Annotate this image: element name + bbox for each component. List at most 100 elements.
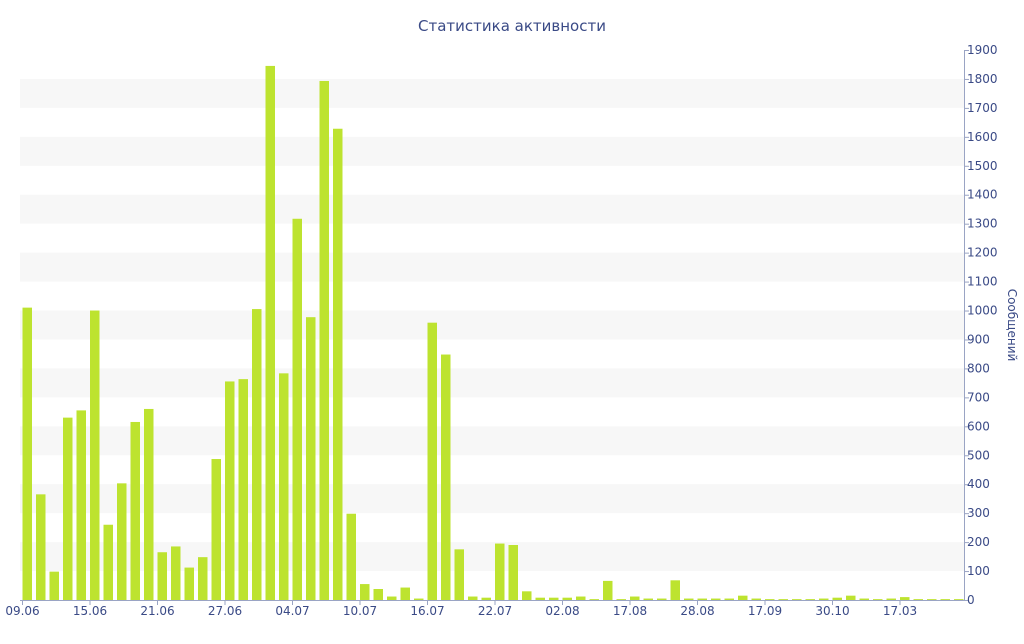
bar[interactable]	[778, 599, 789, 600]
bar[interactable]	[76, 410, 87, 600]
bars-group	[22, 65, 964, 601]
bar[interactable]	[616, 599, 627, 600]
bar[interactable]	[805, 599, 816, 600]
bar[interactable]	[292, 218, 303, 600]
bar[interactable]	[832, 597, 843, 600]
grid-band	[20, 484, 964, 514]
y-tick-label: 400	[967, 477, 990, 491]
bar[interactable]	[211, 459, 222, 600]
bar[interactable]	[427, 322, 438, 600]
bar[interactable]	[387, 596, 397, 600]
bar[interactable]	[913, 599, 924, 600]
bar[interactable]	[846, 595, 856, 600]
bar[interactable]	[738, 595, 748, 600]
bar[interactable]	[49, 571, 60, 600]
x-tick-label: 10.07	[343, 604, 377, 618]
bar[interactable]	[603, 580, 613, 600]
y-tick-label: 1000	[967, 304, 998, 318]
bar[interactable]	[495, 543, 505, 600]
bar[interactable]	[157, 552, 168, 600]
bar[interactable]	[306, 317, 316, 600]
y-axis-title: Сообщений	[1005, 289, 1019, 362]
bar[interactable]	[225, 381, 235, 600]
bar[interactable]	[630, 596, 640, 600]
bar[interactable]	[657, 598, 667, 600]
grid-bands	[20, 78, 964, 572]
bar[interactable]	[441, 354, 451, 600]
x-tick-label: 22.07	[478, 604, 512, 618]
bar[interactable]	[360, 584, 370, 600]
grid-band	[20, 78, 964, 108]
grid-band	[20, 368, 964, 398]
bar[interactable]	[198, 557, 208, 600]
bar[interactable]	[508, 545, 519, 600]
bar[interactable]	[819, 598, 829, 600]
y-tick-label: 600	[967, 419, 990, 433]
y-tick-label: 700	[967, 390, 990, 404]
bar[interactable]	[535, 597, 546, 600]
bar[interactable]	[36, 494, 46, 600]
bar[interactable]	[589, 599, 600, 600]
chart-title: Статистика активности	[418, 17, 606, 35]
bar[interactable]	[400, 587, 411, 600]
bar[interactable]	[90, 310, 100, 600]
bar[interactable]	[670, 580, 681, 600]
bar[interactable]	[252, 309, 262, 600]
bar[interactable]	[724, 598, 735, 600]
bar[interactable]	[751, 598, 762, 600]
bar[interactable]	[940, 599, 951, 600]
bar[interactable]	[576, 596, 586, 600]
bar[interactable]	[697, 598, 708, 600]
bar[interactable]	[117, 483, 127, 600]
bar[interactable]	[63, 417, 73, 600]
bar[interactable]	[103, 524, 114, 600]
bar[interactable]	[22, 307, 33, 600]
bar[interactable]	[265, 65, 276, 601]
bar[interactable]	[184, 567, 195, 600]
bar[interactable]	[765, 599, 775, 600]
bar[interactable]	[468, 596, 478, 600]
y-tick-label: 100	[967, 564, 990, 578]
bar[interactable]	[373, 589, 384, 600]
y-tick-label: 900	[967, 332, 990, 346]
bar[interactable]	[954, 599, 964, 600]
x-tick-label: 02.08	[545, 604, 579, 618]
bar[interactable]	[238, 379, 249, 600]
x-ticks-group: 09.06 15.06 21.06 27.06 04.07 10.07 16.07 22.07…	[5, 600, 917, 618]
x-tick-label: 04.07	[275, 604, 309, 618]
grid-band	[20, 136, 964, 166]
bar[interactable]	[549, 597, 559, 600]
bar[interactable]	[927, 599, 937, 600]
y-tick-label: 1500	[967, 159, 998, 173]
y-tick-label: 800	[967, 361, 990, 375]
bar[interactable]	[522, 591, 532, 600]
bar[interactable]	[171, 546, 181, 600]
x-tick-label: 30.10	[815, 604, 849, 618]
bar[interactable]	[900, 597, 910, 600]
bar[interactable]	[562, 597, 573, 600]
bar[interactable]	[859, 598, 870, 600]
bar[interactable]	[684, 598, 694, 600]
bar[interactable]	[144, 408, 154, 600]
bar[interactable]	[454, 549, 465, 600]
bar[interactable]	[319, 80, 330, 600]
x-tick-label: 17.03	[883, 604, 917, 618]
y-tick-label: 1100	[967, 275, 998, 289]
x-tick-label: 16.07	[410, 604, 444, 618]
bar[interactable]	[481, 597, 492, 600]
bar[interactable]	[873, 599, 883, 600]
bar[interactable]	[130, 421, 141, 600]
bar[interactable]	[792, 599, 802, 600]
bar[interactable]	[711, 598, 721, 600]
bar[interactable]	[643, 598, 654, 600]
bar[interactable]	[886, 598, 897, 600]
bar[interactable]	[414, 598, 424, 600]
bar[interactable]	[333, 128, 343, 600]
x-tick-label: 27.06	[208, 604, 242, 618]
bar[interactable]	[279, 373, 289, 600]
x-tick-label: 15.06	[73, 604, 107, 618]
bar[interactable]	[346, 513, 357, 600]
x-tick-label: 28.08	[680, 604, 714, 618]
